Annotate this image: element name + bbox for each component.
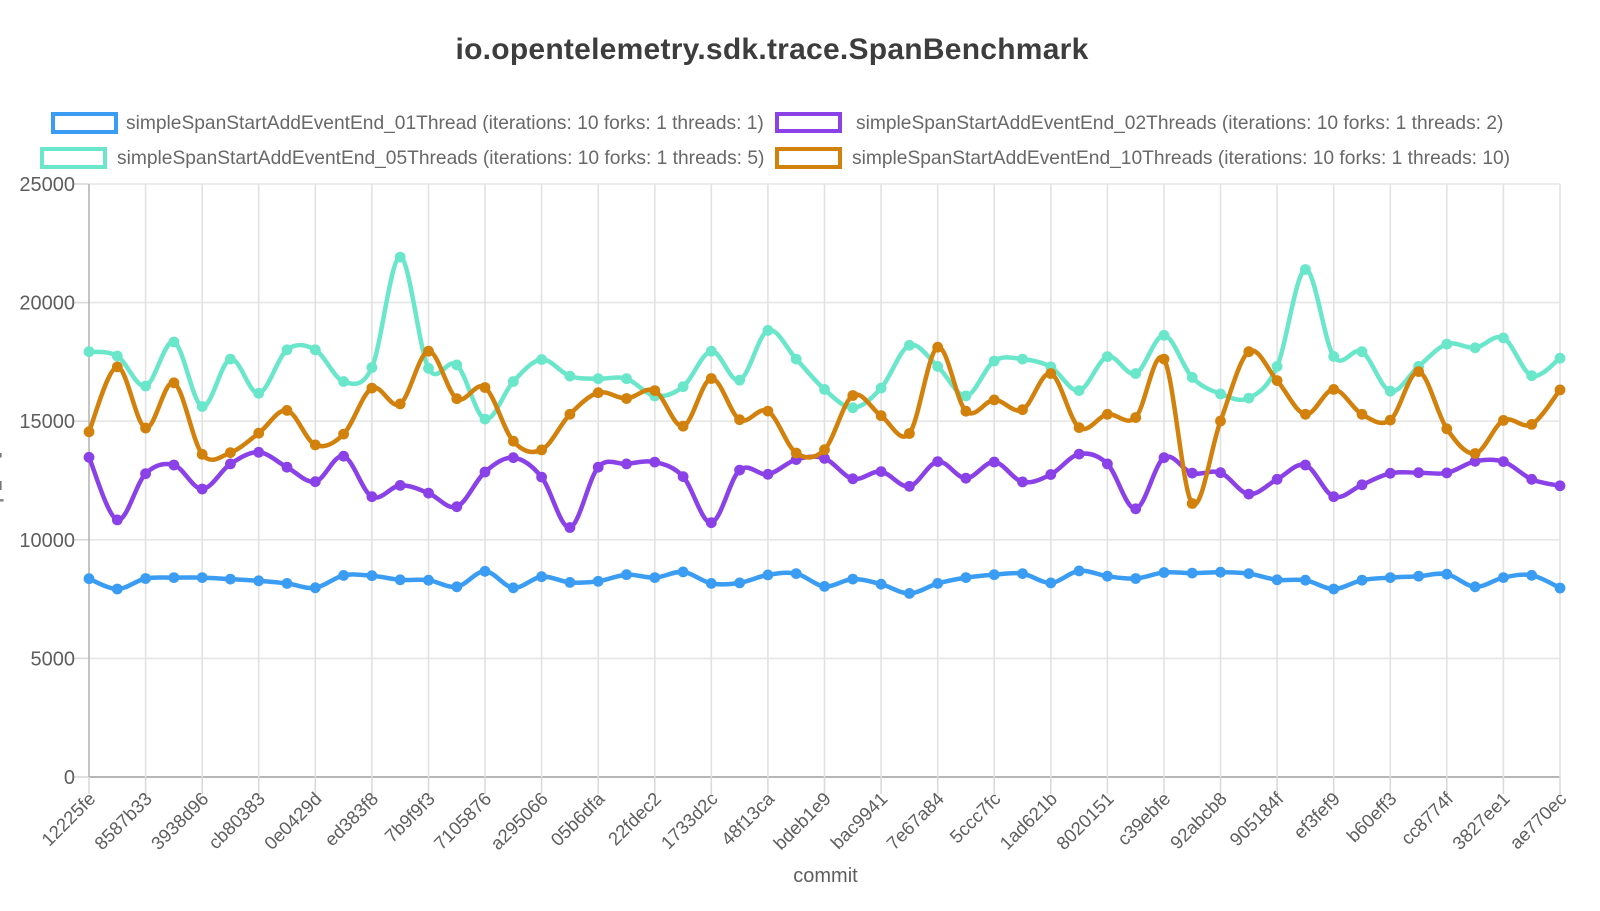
svg-text:92abcb8: 92abcb8: [1166, 788, 1231, 853]
svg-text:a295066: a295066: [486, 788, 552, 854]
svg-text:ae770ec: ae770ec: [1505, 788, 1570, 853]
svg-text:3938d96: 3938d96: [147, 788, 213, 854]
svg-text:ed383f8: ed383f8: [320, 788, 382, 850]
svg-text:8587b33: 8587b33: [90, 788, 156, 854]
svg-text:7105876: 7105876: [430, 788, 496, 854]
svg-text:905184f: 905184f: [1225, 787, 1288, 850]
svg-text:10000: 10000: [19, 530, 75, 552]
svg-text:0e0429d: 0e0429d: [260, 788, 326, 854]
svg-text:05b6dfa: 05b6dfa: [546, 787, 609, 850]
svg-text:0: 0: [64, 767, 75, 789]
svg-text:3827ee1: 3827ee1: [1448, 788, 1514, 854]
svg-text:b60eff3: b60eff3: [1342, 788, 1400, 846]
svg-text:12225fe: 12225fe: [37, 788, 99, 850]
svg-text:22fdec2: 22fdec2: [604, 788, 665, 849]
svg-text:7e67a84: 7e67a84: [882, 788, 948, 854]
svg-text:25000: 25000: [19, 174, 75, 196]
svg-text:c39ebfe: c39ebfe: [1113, 788, 1174, 849]
svg-text:1ad621b: 1ad621b: [995, 788, 1061, 854]
svg-text:cb80383: cb80383: [204, 788, 269, 853]
svg-text:15000: 15000: [19, 411, 75, 433]
svg-text:bac9941: bac9941: [826, 788, 891, 853]
svg-text:5000: 5000: [31, 648, 76, 670]
svg-text:1733d2c: 1733d2c: [657, 788, 722, 853]
svg-text:20000: 20000: [19, 293, 75, 315]
svg-text:ef3fef9: ef3fef9: [1289, 788, 1344, 843]
svg-text:bdeb1e9: bdeb1e9: [769, 788, 835, 854]
svg-text:8020151: 8020151: [1052, 788, 1118, 854]
